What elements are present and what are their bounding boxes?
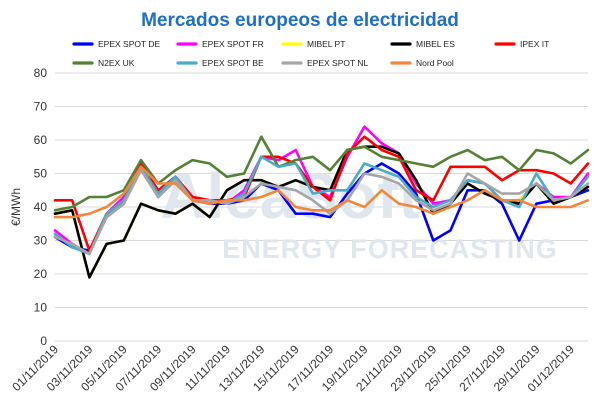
legend-item: MIBEL PT <box>281 39 345 49</box>
legend-label: Nord Pool <box>416 58 454 68</box>
series-line-nord-pool <box>53 165 590 219</box>
legend: EPEX SPOT DE EPEX SPOT FR MIBEL PT MIBEL ES… <box>72 39 549 68</box>
y-axis-label: €/MWh <box>9 188 23 226</box>
legend-item: MIBEL ES <box>390 39 455 49</box>
y-axis-ticks: 0 10 20 30 40 50 60 70 80 <box>34 66 48 348</box>
legend-label: IPEX IT <box>520 39 549 49</box>
y-tick-label: 0 <box>40 334 47 348</box>
y-tick-label: 50 <box>34 167 48 181</box>
y-tick-label: 10 <box>34 301 48 315</box>
y-tick-label: 20 <box>34 267 48 281</box>
legend-item: N2EX UK <box>72 58 135 68</box>
legend-item: EPEX SPOT FR <box>176 39 264 49</box>
legend-item: EPEX SPOT BE <box>176 58 264 68</box>
legend-label: EPEX SPOT DE <box>98 39 161 49</box>
y-tick-label: 30 <box>34 234 48 248</box>
watermark-subtitle: ENERGY FORECASTING <box>222 234 558 264</box>
series-line-n2ex-uk <box>53 135 590 212</box>
legend-item: EPEX SPOT NL <box>281 58 369 68</box>
y-tick-label: 60 <box>34 133 48 147</box>
y-tick-label: 80 <box>34 66 48 80</box>
legend-label: N2EX UK <box>98 58 135 68</box>
y-tick-label: 40 <box>34 200 48 214</box>
legend-label: EPEX SPOT NL <box>307 58 369 68</box>
legend-item: IPEX IT <box>494 39 549 49</box>
y-tick-label: 70 <box>34 100 48 114</box>
legend-label: MIBEL ES <box>416 39 455 49</box>
legend-item: EPEX SPOT DE <box>72 39 161 49</box>
series-line-epex-spot-nl <box>53 168 590 256</box>
legend-item: Nord Pool <box>390 58 454 68</box>
chart-title: Mercados europeos de electricidad <box>141 10 459 31</box>
plot-lines <box>53 125 590 279</box>
legend-label: EPEX SPOT BE <box>202 58 264 68</box>
legend-label: MIBEL PT <box>307 39 345 49</box>
legend-label: EPEX SPOT FR <box>202 39 264 49</box>
